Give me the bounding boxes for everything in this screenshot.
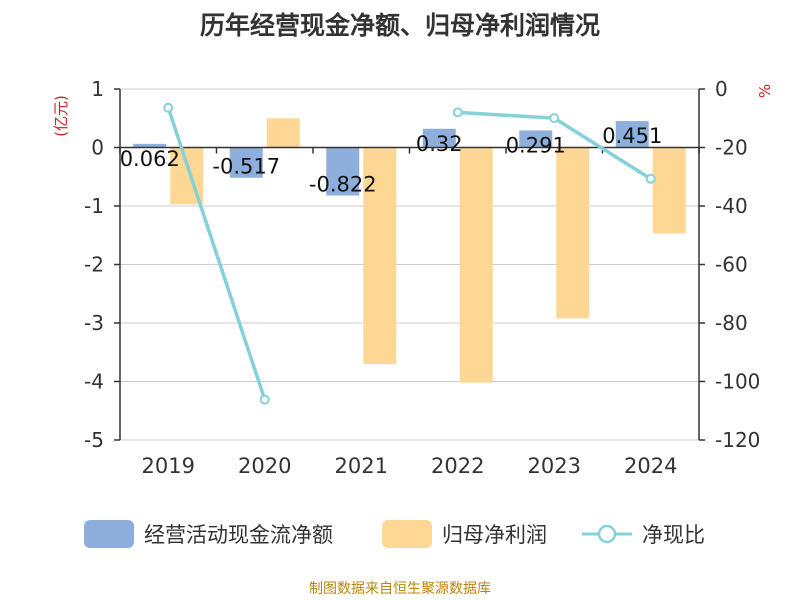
bar-cashflow [519, 130, 553, 148]
legend-label-net-profit: 归母净利润 [442, 523, 547, 547]
y-right-tick-label: -100 [715, 370, 760, 394]
y-left-tick-label: -3 [84, 311, 104, 335]
y-right-tick-label: -60 [715, 253, 748, 277]
y-left-tick-label: -5 [84, 428, 104, 452]
line-segment-cash-ratio [166, 107, 267, 401]
bar-value-label: 0.291 [506, 133, 566, 157]
line-point-cash-ratio [452, 107, 463, 118]
x-tick-label: 2024 [624, 454, 677, 478]
line-point-cash-ratio [645, 173, 656, 184]
bar-cashflow [326, 147, 360, 196]
legend-line-icon [582, 524, 632, 544]
line-segment-cash-ratio [553, 116, 652, 181]
y-left-tick-label: 1 [91, 77, 104, 101]
chart-title: 历年经营现金净额、归母净利润情况 [199, 11, 600, 40]
x-tick-label: 2023 [528, 454, 581, 478]
legend-swatch-cashflow [84, 520, 134, 548]
bar-net-profit [556, 147, 590, 319]
bar-net-profit [266, 118, 300, 148]
bar-net-profit [459, 147, 493, 383]
y-left-tick-label: -4 [84, 370, 104, 394]
legend-item-net-profit[interactable]: 归母净利润 [382, 516, 547, 552]
bar-cashflow [133, 143, 167, 148]
bar-value-label: -0.822 [309, 173, 377, 197]
y-right-tick-label: -120 [715, 428, 760, 452]
legend-item-cashflow[interactable]: 经营活动现金流净额 [84, 516, 333, 552]
bar-value-label: 0.451 [602, 124, 662, 148]
line-point-cash-ratio [549, 113, 560, 124]
x-tick-label: 2020 [238, 454, 291, 478]
legend-item-cash-ratio[interactable]: 净现比 [582, 516, 705, 552]
legend-swatch-net-profit [382, 520, 432, 548]
y-left-tick-label: 0 [91, 136, 104, 160]
bar-value-label: -0.517 [212, 155, 280, 179]
y-right-tick-label: -80 [715, 311, 748, 335]
y-right-axis-label: % [756, 84, 774, 98]
bar-net-profit [652, 147, 686, 234]
y-right-tick-label: -20 [715, 136, 748, 160]
x-tick-label: 2022 [431, 454, 484, 478]
bar-cashflow [422, 128, 456, 148]
source-note: 制图数据来自恒生聚源数据库 [309, 581, 491, 597]
bar-net-profit [363, 147, 397, 364]
bar-cashflow [229, 147, 263, 178]
y-right-tick-label: -40 [715, 194, 748, 218]
legend-label-cashflow: 经营活动现金流净额 [144, 523, 333, 547]
bar-cashflow [615, 121, 649, 148]
y-left-axis-label: (亿元) [52, 95, 70, 137]
bar-value-label: 0.32 [416, 132, 463, 156]
x-tick-label: 2021 [335, 454, 388, 478]
line-point-cash-ratio [259, 394, 270, 405]
x-tick-label: 2019 [142, 454, 195, 478]
y-right-tick-label: 0 [715, 77, 728, 101]
line-point-cash-ratio [163, 102, 174, 113]
y-left-tick-label: -2 [84, 253, 104, 277]
y-left-tick-label: -1 [84, 194, 104, 218]
legend-label-cash-ratio: 净现比 [642, 523, 705, 547]
line-segment-cash-ratio [457, 110, 555, 120]
bar-value-label: 0.062 [120, 147, 180, 171]
